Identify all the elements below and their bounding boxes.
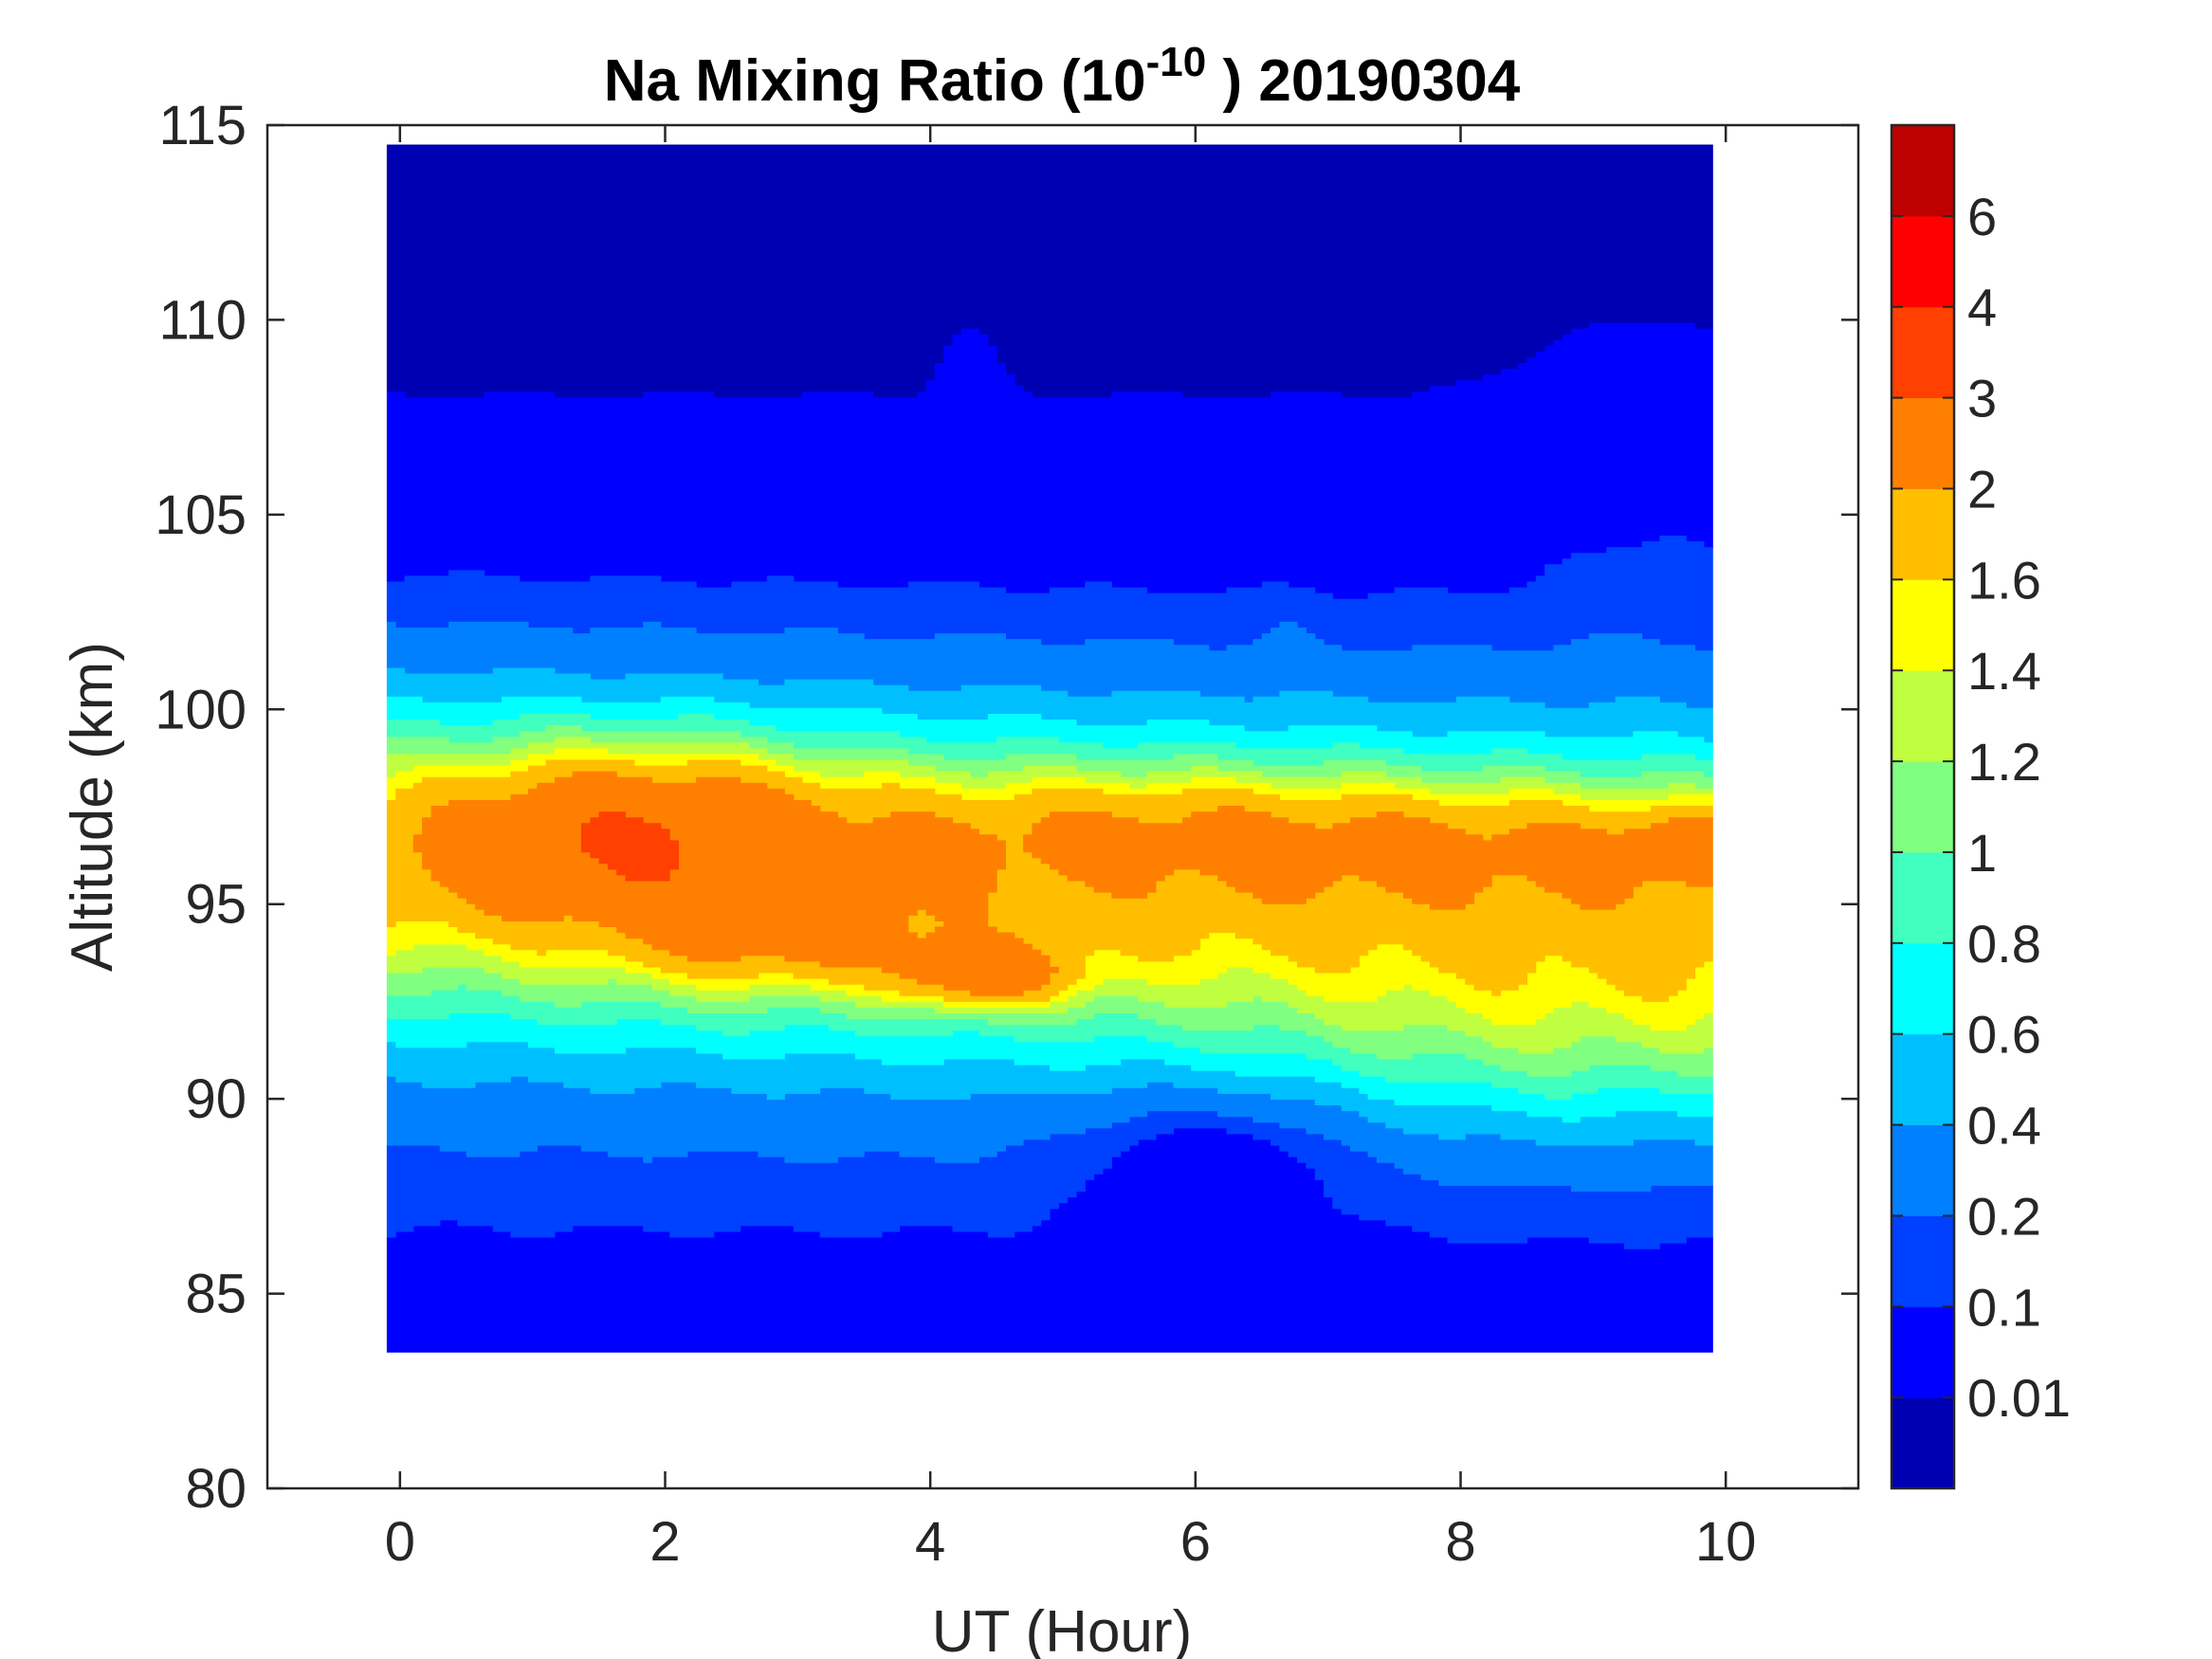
y-tick-label: 105 (155, 484, 247, 546)
contour-level-4 (386, 667, 1713, 1146)
colorbar-tick-label: 0.1 (1967, 1277, 2041, 1337)
contour-level-5 (386, 696, 1713, 1123)
x-tick-label: 6 (1180, 1511, 1211, 1573)
colorbar-segment (1892, 1124, 1954, 1216)
colorbar-tick-label: 0.2 (1967, 1186, 2041, 1246)
colorbar-tick-label: 0.6 (1967, 1005, 2041, 1065)
colorbar-segment (1892, 1306, 1954, 1398)
colorbar-segment (1892, 1033, 1954, 1126)
contour-level-12 (580, 811, 680, 882)
y-axis-label: Altitude (km) (60, 642, 125, 972)
colorbar-tick-label: 1.4 (1967, 641, 2041, 701)
colorbar-segment (1892, 1215, 1954, 1307)
x-axis: 0 2 4 6 8 10 (385, 125, 1757, 1573)
contour-level-1 (386, 322, 1713, 1353)
colorbar-tick-label: 2 (1967, 459, 1997, 519)
plot-area: 0 2 4 6 8 10 80 85 90 95 100 105 110 115 (155, 95, 1860, 1573)
colorbar-tick-label: 1 (1967, 823, 1997, 883)
y-axis: 80 85 90 95 100 105 110 115 (155, 95, 1858, 1520)
chart-title-main: Na Mixing Ratio (10 (604, 48, 1146, 114)
contour-level-10 (386, 759, 1713, 1002)
x-tick-label: 10 (1695, 1511, 1757, 1573)
x-axis-label: UT (Hour) (932, 1599, 1192, 1659)
chart-title-suffix: ) 20190304 (1206, 48, 1520, 114)
y-tick-label: 115 (159, 95, 247, 156)
colorbar: 0.01 0.1 0.2 0.4 0.6 0.8 1 1.2 1.4 1.6 2 3 4 6 (1890, 123, 2071, 1490)
colorbar-frame (1890, 123, 1956, 1490)
x-tick-label: 2 (649, 1511, 680, 1573)
chart-title-exponent: -10 (1146, 39, 1207, 85)
contour-level-11 (412, 771, 1713, 996)
colorbar-segment (1892, 125, 1954, 217)
chart-title: Na Mixing Ratio (10-10 ) 20190304 (604, 39, 1521, 114)
y-tick-label: 110 (159, 289, 247, 351)
y-tick-label: 100 (155, 679, 247, 740)
colorbar-tick-label: 1.2 (1967, 732, 2041, 792)
contour-level-9 (386, 748, 1713, 1031)
colorbar-tick-label: 1.6 (1967, 550, 2041, 610)
y-tick-label: 95 (185, 874, 247, 936)
axes-frame (265, 123, 1860, 1490)
contour-level-0 (386, 144, 1713, 398)
colorbar-segment (1892, 488, 1954, 580)
colorbar-segment (1892, 670, 1954, 762)
colorbar-segment (1892, 579, 1954, 671)
y-tick-label: 90 (185, 1068, 247, 1130)
colorbar-segment (1892, 215, 1954, 308)
y-tick-label: 85 (185, 1264, 247, 1325)
colorbar-tick-label: 0.4 (1967, 1096, 2041, 1156)
colorbar-segment (1892, 761, 1954, 853)
y-tick-label: 80 (185, 1458, 247, 1520)
contour-fill (386, 144, 1713, 1353)
contour-level-2 (386, 536, 1713, 1249)
colorbar-tick-label: 0.8 (1967, 914, 2041, 974)
colorbar-segment (1892, 1397, 1954, 1489)
colorbar-segment (1892, 851, 1954, 944)
colorbar-tick-label: 6 (1967, 187, 1997, 246)
colorbar-segment (1892, 942, 1954, 1035)
colorbar-tick-label: 4 (1967, 278, 1997, 337)
contour-level-7 (386, 725, 1713, 1077)
contour-level-3 (386, 621, 1713, 1192)
colorbar-segment (1892, 397, 1954, 489)
x-tick-label: 8 (1445, 1511, 1475, 1573)
x-tick-label: 0 (385, 1511, 415, 1573)
x-tick-label: 4 (915, 1511, 945, 1573)
colorbar-tick-label: 0.01 (1967, 1368, 2071, 1428)
colorbar-segment (1892, 306, 1954, 399)
colorbar-tick-label: 3 (1967, 369, 1997, 428)
contour-level-8 (386, 737, 1713, 1054)
